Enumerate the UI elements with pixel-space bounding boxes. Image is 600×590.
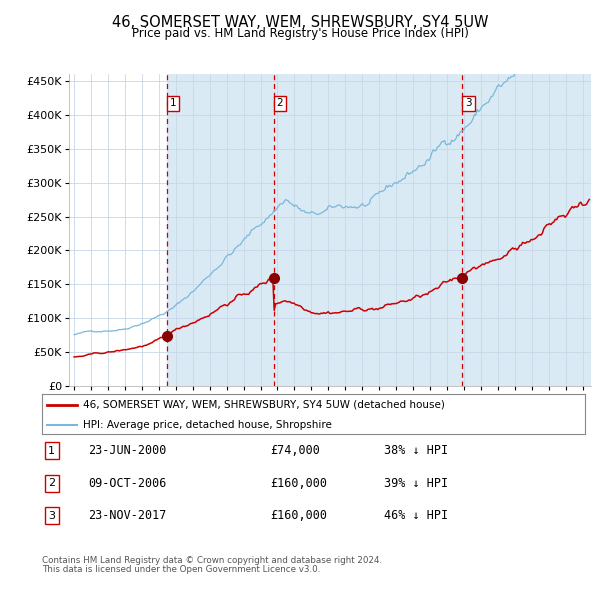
Text: 1: 1 [48,446,55,455]
Text: 3: 3 [465,99,472,109]
Text: Contains HM Land Registry data © Crown copyright and database right 2024.: Contains HM Land Registry data © Crown c… [42,556,382,565]
Text: Price paid vs. HM Land Registry's House Price Index (HPI): Price paid vs. HM Land Registry's House … [131,27,469,40]
Text: 09-OCT-2006: 09-OCT-2006 [88,477,167,490]
Bar [167,74,591,386]
Text: 39% ↓ HPI: 39% ↓ HPI [384,477,448,490]
Text: 3: 3 [48,511,55,520]
Text: 23-NOV-2017: 23-NOV-2017 [88,509,167,522]
Text: 1: 1 [170,99,176,109]
Text: £74,000: £74,000 [270,444,320,457]
Text: £160,000: £160,000 [270,509,327,522]
Text: 46, SOMERSET WAY, WEM, SHREWSBURY, SY4 5UW: 46, SOMERSET WAY, WEM, SHREWSBURY, SY4 5… [112,15,488,30]
Text: 46% ↓ HPI: 46% ↓ HPI [384,509,448,522]
Text: £160,000: £160,000 [270,477,327,490]
Text: 46, SOMERSET WAY, WEM, SHREWSBURY, SY4 5UW (detached house): 46, SOMERSET WAY, WEM, SHREWSBURY, SY4 5… [83,400,445,410]
Text: This data is licensed under the Open Government Licence v3.0.: This data is licensed under the Open Gov… [42,565,320,574]
Text: 23-JUN-2000: 23-JUN-2000 [88,444,167,457]
Text: 2: 2 [277,99,283,109]
Text: HPI: Average price, detached house, Shropshire: HPI: Average price, detached house, Shro… [83,420,332,430]
Text: 38% ↓ HPI: 38% ↓ HPI [384,444,448,457]
Text: 2: 2 [48,478,55,488]
